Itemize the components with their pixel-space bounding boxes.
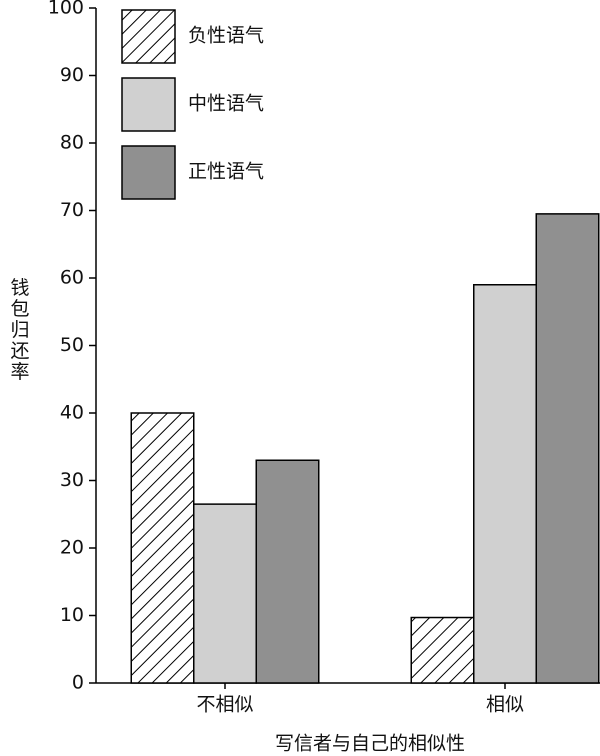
legend-swatch xyxy=(121,9,176,64)
bar xyxy=(193,503,257,684)
bar xyxy=(535,213,600,684)
y-tick-label: 20 xyxy=(60,537,84,559)
legend-label: 中性语气 xyxy=(188,93,264,115)
x-tick-label: 相似 xyxy=(486,694,524,716)
y-tick-label: 30 xyxy=(60,469,84,491)
bar xyxy=(410,616,475,684)
y-tick-label: 40 xyxy=(60,402,84,424)
x-tick-label: 不相似 xyxy=(196,694,253,716)
y-tick-label: 90 xyxy=(60,64,84,86)
y-tick-label: 50 xyxy=(60,334,84,356)
y-tick-label: 100 xyxy=(48,0,84,19)
legend-label: 正性语气 xyxy=(188,161,264,183)
y-tick-label: 10 xyxy=(60,604,84,626)
legend-label: 负性语气 xyxy=(188,25,264,47)
x-axis-title: 写信者与自己的相似性 xyxy=(275,733,465,755)
bar xyxy=(473,284,537,684)
legend-swatch xyxy=(121,145,176,200)
bar xyxy=(130,412,195,684)
y-tick-label: 70 xyxy=(60,199,84,221)
y-axis-title: 钱包归还率 xyxy=(8,277,30,382)
y-tick-label: 60 xyxy=(60,267,84,289)
legend-swatch xyxy=(121,77,176,132)
y-tick-label: 0 xyxy=(72,672,84,694)
y-tick-label: 80 xyxy=(60,132,84,154)
bar xyxy=(255,459,320,684)
